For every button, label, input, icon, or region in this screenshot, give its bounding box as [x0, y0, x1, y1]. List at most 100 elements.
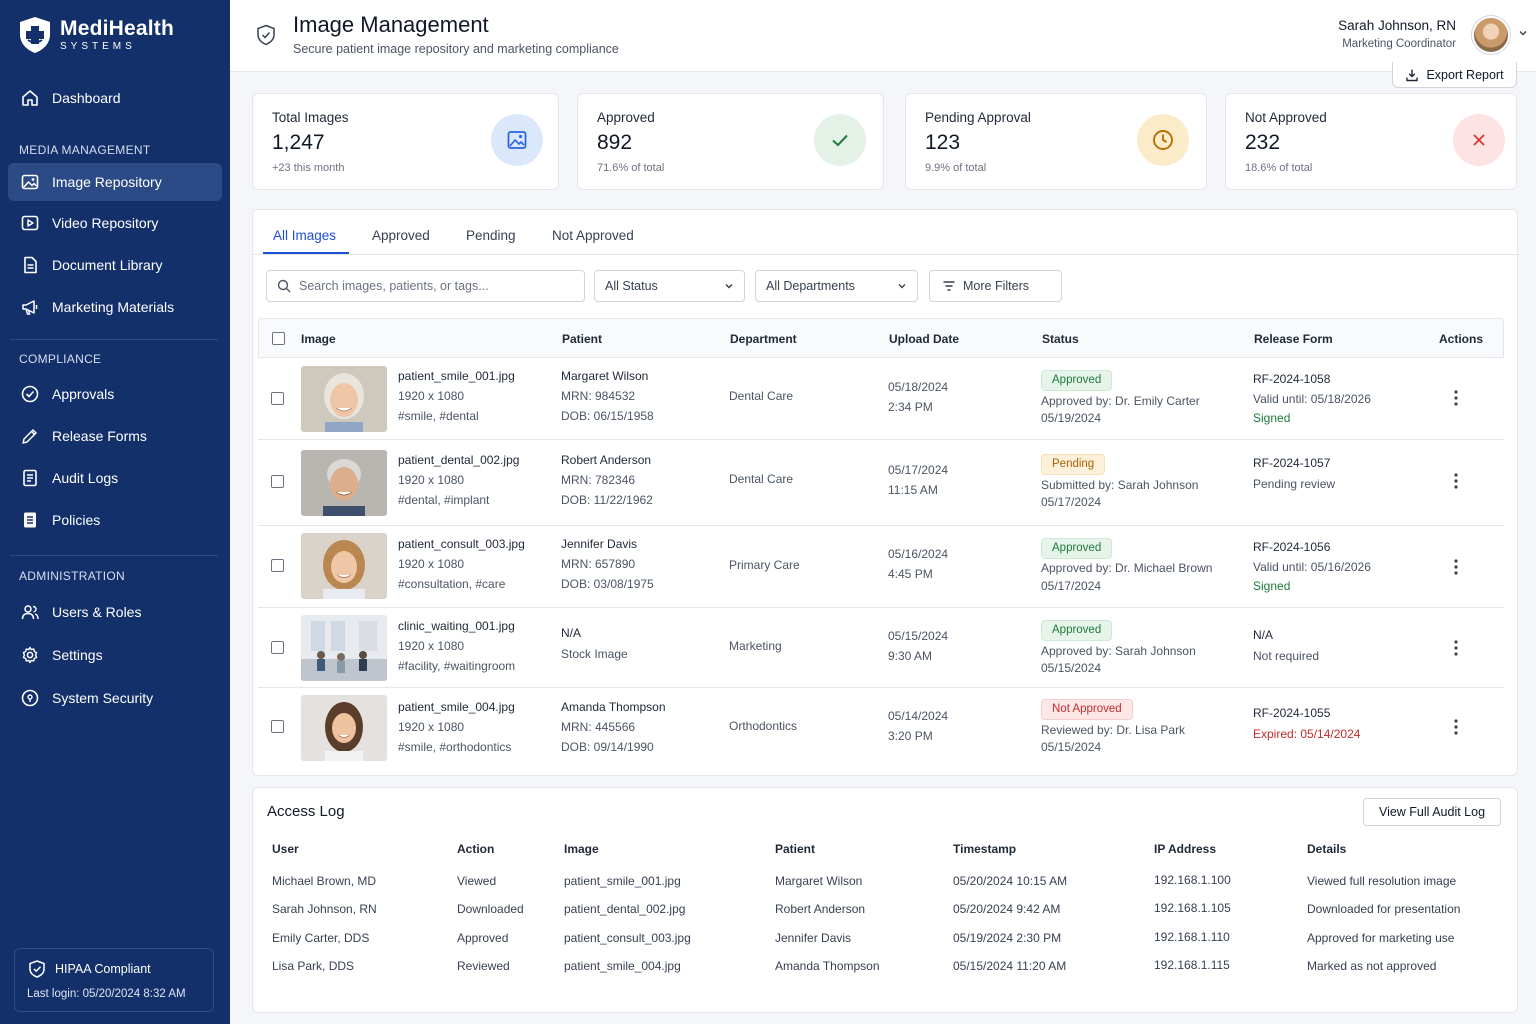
row-checkbox[interactable] — [271, 392, 284, 405]
x-icon — [1473, 134, 1485, 146]
stat-icon-wrap — [814, 114, 866, 166]
release-form-id[interactable]: RF-2024-1058 — [1253, 372, 1331, 386]
status-by: Submitted by: Sarah Johnson — [1041, 478, 1199, 492]
column-header-image[interactable]: Image — [301, 332, 336, 346]
stat-note: 18.6% of total — [1245, 162, 1313, 174]
more-actions-icon[interactable] — [1452, 639, 1460, 657]
avatar[interactable] — [1472, 16, 1510, 54]
row-checkbox[interactable] — [271, 720, 284, 733]
shield-logo-icon — [20, 17, 50, 53]
table-row[interactable]: clinic_waiting_001.jpg 1920 x 1080 #faci… — [258, 608, 1504, 688]
sidebar-item-settings[interactable]: Settings — [8, 636, 222, 674]
chevron-down-icon — [898, 284, 906, 289]
waiting-room-photo — [301, 615, 387, 681]
tab-not-approved[interactable]: Not Approved — [552, 228, 634, 243]
column-header-status[interactable]: Status — [1042, 332, 1079, 346]
sidebar: MediHealth SYSTEMS Dashboard MEDIA MANAG… — [0, 0, 230, 1024]
image-thumbnail[interactable] — [301, 366, 387, 432]
table-row[interactable]: patient_dental_002.jpg 1920 x 1080 #dent… — [258, 440, 1504, 526]
department-filter-value: All Departments — [766, 279, 855, 293]
more-actions-icon[interactable] — [1452, 389, 1460, 407]
sidebar-item-policies[interactable]: Policies — [8, 501, 222, 539]
release-form-state: Signed — [1253, 579, 1291, 593]
patient-name: Amanda Thompson — [561, 700, 666, 714]
patient-mrn: MRN: 657890 — [561, 557, 636, 571]
check-icon — [832, 134, 848, 147]
shield-check-icon — [29, 960, 45, 978]
sidebar-item-image-repository[interactable]: Image Repository — [8, 163, 222, 201]
column-header-upload-date[interactable]: Upload Date — [889, 332, 960, 346]
table-row[interactable]: patient_consult_003.jpg 1920 x 1080 #con… — [258, 526, 1504, 608]
table-row[interactable]: patient_smile_004.jpg 1920 x 1080 #smile… — [258, 688, 1504, 770]
file-name[interactable]: patient_smile_001.jpg — [398, 369, 515, 383]
search-input[interactable] — [299, 279, 579, 293]
tab-pending[interactable]: Pending — [466, 228, 516, 243]
search-box[interactable] — [266, 270, 585, 302]
department-filter-select[interactable]: All Departments — [755, 270, 918, 302]
view-full-audit-log-button[interactable]: View Full Audit Log — [1363, 798, 1501, 826]
brand-logo[interactable]: MediHealth SYSTEMS — [18, 16, 174, 54]
hipaa-label: HIPAA Compliant — [55, 962, 151, 976]
column-header-department[interactable]: Department — [730, 332, 797, 346]
select-all-checkbox[interactable] — [272, 332, 285, 345]
brand-name: MediHealth — [60, 17, 175, 40]
sidebar-item-document-library[interactable]: Document Library — [8, 246, 222, 284]
release-form-state: Signed — [1253, 411, 1291, 425]
status-by: Approved by: Sarah Johnson — [1041, 644, 1196, 658]
release-form-id[interactable]: RF-2024-1055 — [1253, 706, 1331, 720]
user-name[interactable]: Sarah Johnson, RN — [1338, 18, 1456, 33]
patient-name: Margaret Wilson — [561, 369, 649, 383]
patient-mrn: MRN: 782346 — [561, 473, 636, 487]
log-image[interactable]: patient_dental_002.jpg — [564, 902, 686, 916]
sidebar-item-video-repository[interactable]: Video Repository — [8, 204, 222, 242]
more-filters-button[interactable]: More Filters — [929, 270, 1062, 302]
file-dimensions: 1920 x 1080 — [398, 473, 465, 487]
sidebar-item-release-forms[interactable]: Release Forms — [8, 417, 222, 455]
sidebar-item-dashboard[interactable]: Dashboard — [8, 79, 222, 117]
sidebar-item-approvals[interactable]: Approvals — [8, 375, 222, 413]
release-form-id[interactable]: RF-2024-1056 — [1253, 540, 1331, 554]
file-name[interactable]: patient_smile_004.jpg — [398, 700, 515, 714]
sidebar-item-label: Release Forms — [52, 428, 147, 444]
image-thumbnail[interactable] — [301, 533, 387, 599]
release-form-id[interactable]: RF-2024-1057 — [1253, 456, 1331, 470]
log-image[interactable]: patient_consult_003.jpg — [564, 931, 691, 945]
row-checkbox[interactable] — [271, 475, 284, 488]
row-checkbox[interactable] — [271, 559, 284, 572]
table-row[interactable]: patient_smile_001.jpg 1920 x 1080 #smile… — [258, 358, 1504, 440]
more-actions-icon[interactable] — [1452, 472, 1460, 490]
tab-all-images[interactable]: All Images — [273, 228, 337, 243]
log-user: Emily Carter, DDS — [272, 931, 370, 945]
image-thumbnail[interactable] — [301, 450, 387, 516]
row-checkbox[interactable] — [271, 641, 284, 654]
log-image[interactable]: patient_smile_004.jpg — [564, 959, 681, 973]
column-header-patient[interactable]: Patient — [562, 332, 603, 346]
patient-name: N/A — [561, 626, 582, 640]
log-ip: 192.168.1.100 — [1154, 873, 1231, 887]
image-icon — [21, 174, 39, 190]
column-header-release-form[interactable]: Release Form — [1254, 332, 1333, 346]
export-report-button[interactable]: Export Report — [1392, 62, 1517, 88]
tab-approved[interactable]: Approved — [372, 228, 430, 243]
file-name[interactable]: patient_dental_002.jpg — [398, 453, 520, 467]
file-name[interactable]: patient_consult_003.jpg — [398, 537, 525, 551]
patient-dob: DOB: 09/14/1990 — [561, 740, 654, 754]
chevron-down-icon[interactable] — [1518, 28, 1528, 38]
log-image[interactable]: patient_smile_001.jpg — [564, 874, 681, 888]
image-thumbnail[interactable] — [301, 615, 387, 681]
more-actions-icon[interactable] — [1452, 558, 1460, 576]
file-tags: #smile, #dental — [398, 409, 479, 423]
sidebar-item-users-roles[interactable]: Users & Roles — [8, 593, 222, 631]
log-timestamp: 05/20/2024 9:42 AM — [953, 902, 1061, 916]
sidebar-item-marketing-materials[interactable]: Marketing Materials — [8, 288, 222, 326]
status-filter-select[interactable]: All Status — [594, 270, 745, 302]
more-actions-icon[interactable] — [1452, 718, 1460, 736]
release-form-validity: Valid until: 05/18/2026 — [1253, 392, 1371, 406]
stat-label: Not Approved — [1245, 110, 1327, 125]
sidebar-item-audit-logs[interactable]: Audit Logs — [8, 459, 222, 497]
file-name[interactable]: clinic_waiting_001.jpg — [398, 619, 515, 633]
patient-photo — [301, 695, 387, 761]
brand-sub: SYSTEMS — [60, 41, 136, 52]
image-thumbnail[interactable] — [301, 695, 387, 761]
sidebar-item-system-security[interactable]: System Security — [8, 679, 222, 717]
